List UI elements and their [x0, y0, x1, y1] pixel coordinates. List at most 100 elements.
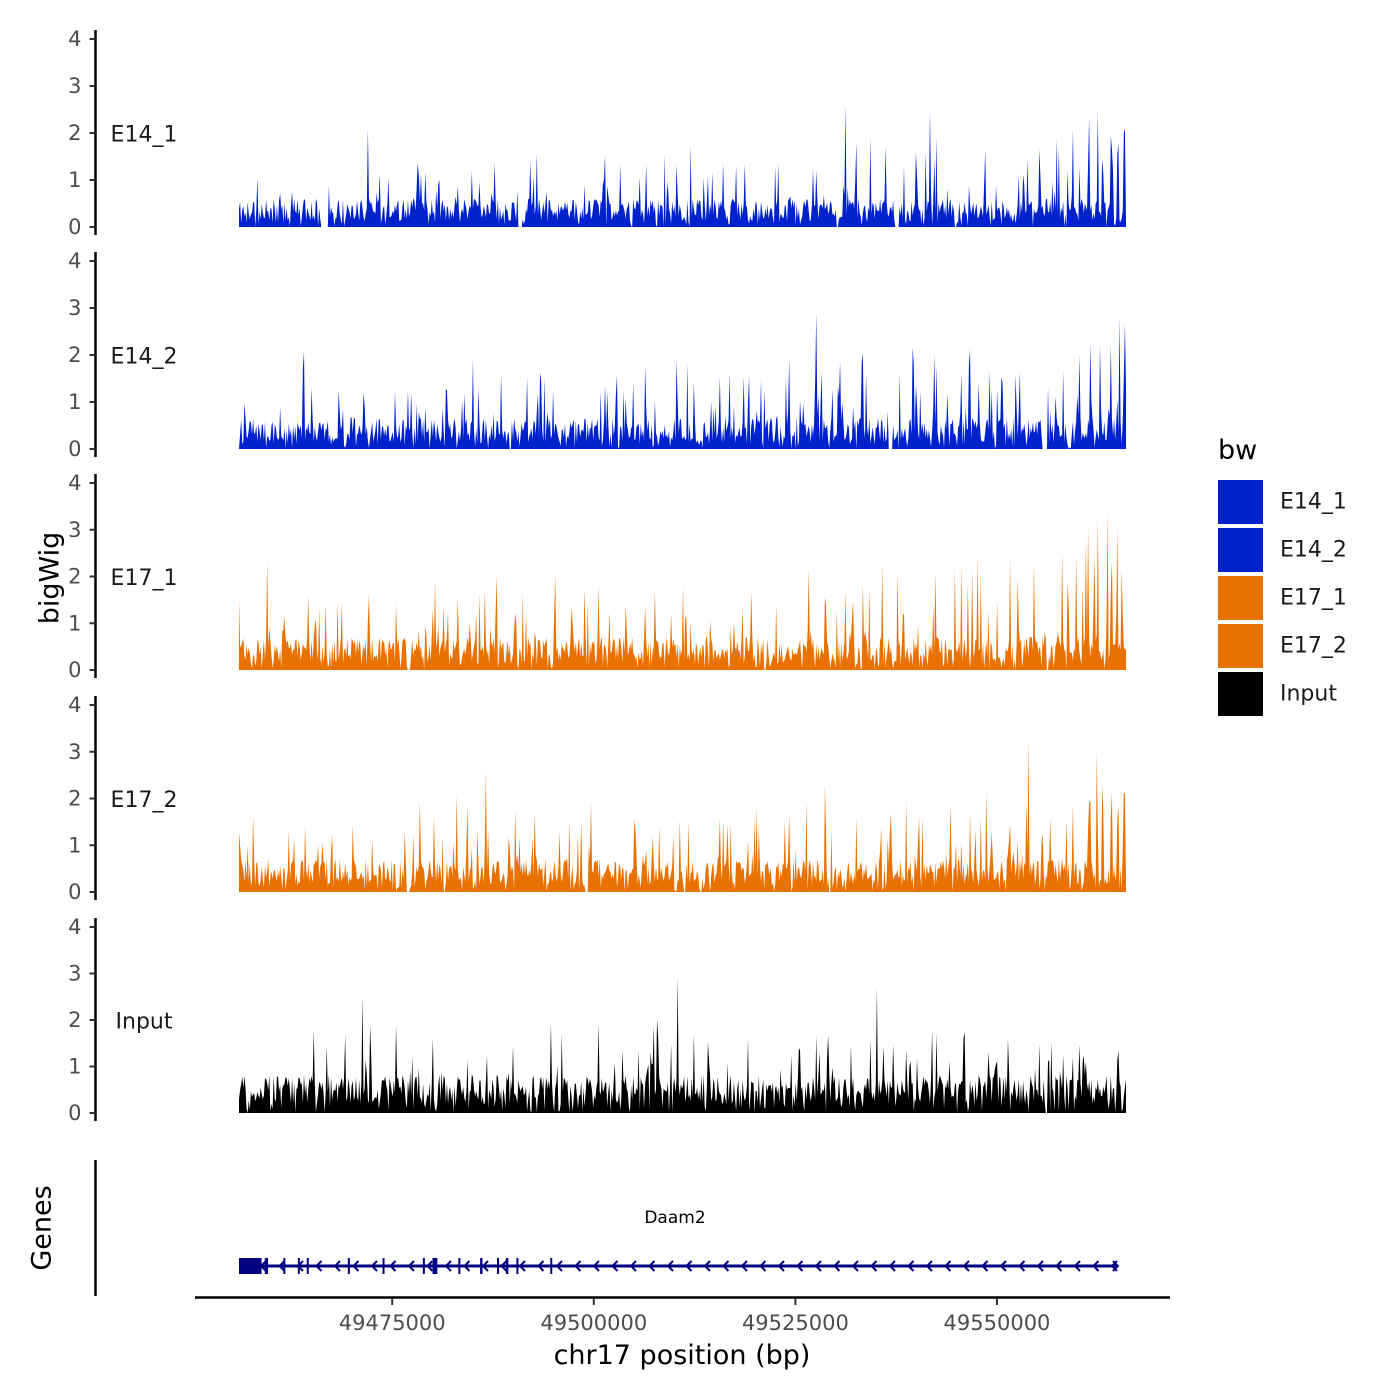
y-tick-label: 0 [68, 880, 81, 904]
track-E17_1: 0 1 2 3 4 E17_1 [68, 471, 1126, 682]
strand-arrow [574, 1260, 582, 1272]
strand-arrow [925, 1260, 933, 1272]
strand-arrow [759, 1260, 767, 1272]
y-tick-label: 0 [68, 1101, 81, 1125]
legend-label: E17_2 [1280, 634, 1347, 659]
legend-item: E14_2 [1218, 528, 1347, 572]
y-axis-title: bigWig [35, 532, 66, 625]
y-tick-label: 2 [68, 1008, 81, 1032]
gene-exon [458, 1258, 461, 1274]
strand-arrow [1092, 1260, 1100, 1272]
strand-arrow [555, 1260, 563, 1272]
strand-arrow [666, 1260, 674, 1272]
track-E17_2: 0 1 2 3 4 E17_2 [68, 693, 1126, 904]
legend-item: E14_1 [1218, 480, 1347, 524]
gene-name-label: Daam2 [644, 1208, 705, 1228]
track-E14_2: 0 1 2 3 4 E14_2 [68, 249, 1126, 461]
strand-arrow [444, 1260, 452, 1272]
x-tick-label: 49475000 [339, 1311, 446, 1335]
strand-arrow [999, 1260, 1007, 1272]
gene-exon [480, 1258, 483, 1274]
legend-item: E17_1 [1218, 576, 1347, 620]
strand-arrow [463, 1260, 471, 1272]
gene-exon [422, 1258, 425, 1274]
x-tick-label: 49500000 [540, 1311, 647, 1335]
track-Input: 0 1 2 3 4 Input [68, 915, 1126, 1125]
strand-arrow [944, 1260, 952, 1272]
y-tick-label: 0 [68, 215, 81, 239]
coverage-area [239, 105, 1126, 227]
coverage-area [239, 738, 1126, 892]
legend-label: E14_1 [1280, 490, 1347, 515]
y-tick-label: 3 [68, 74, 81, 98]
strand-arrow [888, 1260, 896, 1272]
gene-exon [306, 1258, 309, 1274]
strand-arrow [537, 1260, 545, 1272]
strand-arrow [648, 1260, 656, 1272]
coverage-area [239, 312, 1126, 449]
strand-arrow [777, 1260, 785, 1272]
x-axis-ticks: 49475000 49500000 49525000 49550000 [339, 1298, 1051, 1335]
strand-arrow [1036, 1260, 1044, 1272]
gene-exon [283, 1258, 286, 1274]
strand-arrow [296, 1260, 304, 1272]
y-tick-label: 1 [68, 390, 81, 414]
track-label: E14_1 [111, 123, 178, 148]
track-label: Input [116, 1010, 173, 1035]
strand-arrow [1055, 1260, 1063, 1272]
y-tick-label: 4 [68, 27, 81, 51]
y-tick-label: 1 [68, 833, 81, 857]
y-tick-label: 4 [68, 693, 81, 717]
track-E14_1: 0 1 2 3 4 E14_1 [68, 27, 1126, 239]
genes-axis-title: Genes [27, 1185, 58, 1270]
gene-exon [550, 1258, 553, 1274]
legend-item: E17_2 [1218, 624, 1347, 668]
strand-arrow [1018, 1260, 1026, 1272]
track-label: E14_2 [111, 345, 178, 370]
legend-label: E14_2 [1280, 538, 1347, 563]
gene-panel: Genes Daam2 [27, 1160, 1120, 1296]
gene-exon [432, 1258, 438, 1274]
legend-item: Input [1218, 672, 1337, 716]
y-tick-label: 2 [68, 787, 81, 811]
strand-arrow [907, 1260, 915, 1272]
y-tick-label: 1 [68, 611, 81, 635]
y-tick-label: 3 [68, 296, 81, 320]
x-tick-label: 49550000 [944, 1311, 1051, 1335]
y-tick-label: 3 [68, 740, 81, 764]
y-tick-label: 4 [68, 915, 81, 939]
legend-swatch [1218, 672, 1263, 716]
y-tick-label: 3 [68, 962, 81, 986]
strand-arrow [685, 1260, 693, 1272]
legend: bw E14_1 E14_2 E17_1 E17_2 Input [1218, 435, 1347, 716]
strand-arrow [740, 1260, 748, 1272]
gene-exon [497, 1258, 500, 1274]
legend-swatch [1218, 624, 1263, 668]
legend-label: Input [1280, 682, 1337, 707]
gene-exon [516, 1258, 519, 1274]
gene-exon [505, 1258, 509, 1274]
strand-arrow [315, 1260, 323, 1272]
gene-end-marker [1112, 1260, 1120, 1272]
gene-exon [382, 1258, 385, 1274]
strand-arrow [611, 1260, 619, 1272]
strand-arrow [629, 1260, 637, 1272]
coverage-area [239, 976, 1126, 1113]
y-tick-label: 4 [68, 471, 81, 495]
y-tick-label: 2 [68, 565, 81, 589]
y-tick-label: 2 [68, 343, 81, 367]
strand-arrow [426, 1260, 434, 1272]
tracks-layer: 0 1 2 3 4 E14_1 0 1 2 3 4 E14_2 0 1 2 3 4 E17_1 0 1 2 3 4 E17_2… [68, 27, 1126, 1125]
gene-exon [347, 1258, 350, 1274]
legend-label: E17_1 [1280, 586, 1347, 611]
y-tick-label: 1 [68, 1055, 81, 1079]
legend-swatch [1218, 528, 1263, 572]
strand-arrow [981, 1260, 989, 1272]
strand-arrow [370, 1260, 378, 1272]
x-axis-title: chr17 position (bp) [554, 1340, 811, 1371]
strand-arrow [278, 1260, 286, 1272]
x-axis: 49475000 49500000 49525000 49550000 [195, 1296, 1170, 1335]
y-tick-label: 0 [68, 658, 81, 682]
strand-arrow [352, 1260, 360, 1272]
gene-exon [264, 1258, 269, 1274]
